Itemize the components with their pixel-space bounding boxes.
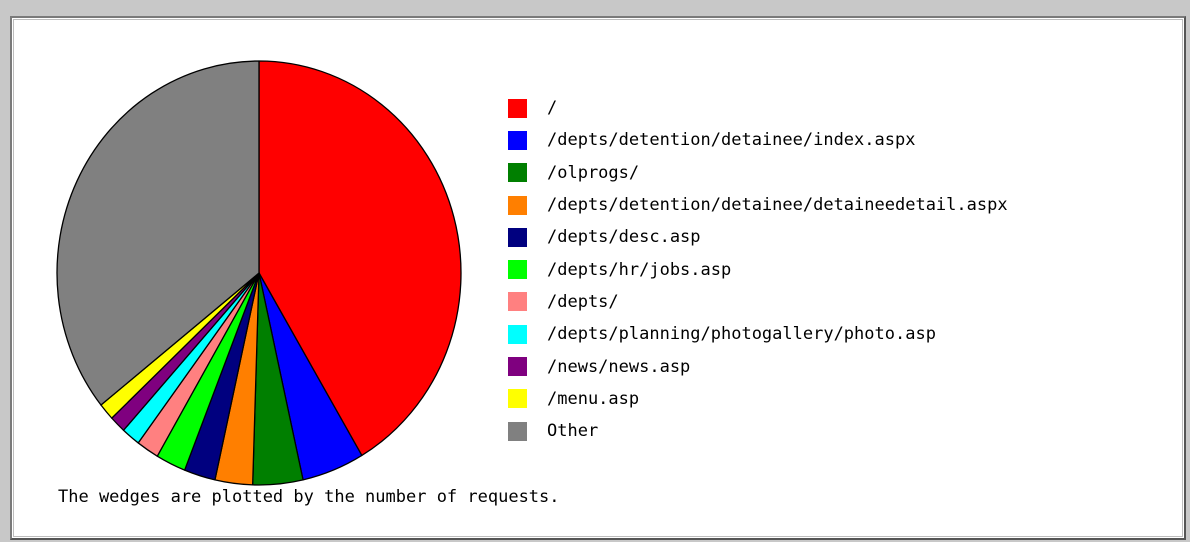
legend-swatch [508,98,527,118]
legend-label: /depts/detention/detainee/index.aspx [547,130,916,151]
legend-label: /menu.asp [547,388,640,409]
legend-item: /depts/ [508,286,1008,318]
chart-panel-inner: / /depts/detention/detainee/index.aspx/ol… [13,19,1183,537]
legend-swatch [508,389,527,409]
legend-label: /depts/hr/jobs.asp [547,259,732,280]
legend-label: /depts/ [547,291,619,312]
legend-label: /news/news.asp [547,356,691,377]
legend-item: /depts/desc.asp [508,221,1008,253]
legend-item: /menu.asp [508,383,1008,415]
pie-chart [56,60,462,486]
pie-slice [258,60,462,457]
legend-swatch [508,324,527,344]
legend-swatch [508,421,527,441]
legend-swatch [508,130,527,150]
chart-caption: The wedges are plotted by the number of … [58,487,560,507]
legend-label: / [547,98,558,119]
legend-item: /depts/hr/jobs.asp [508,253,1008,285]
legend-item: /depts/planning/photogallery/photo.asp [508,318,1008,350]
legend-swatch [508,195,527,215]
legend-item: /depts/detention/detainee/index.aspx [508,124,1008,156]
chart-panel: / /depts/detention/detainee/index.aspx/ol… [10,16,1186,540]
legend: / /depts/detention/detainee/index.aspx/ol… [508,92,1008,447]
legend-label: /depts/planning/photogallery/photo.asp [547,324,936,345]
legend-label: /olprogs/ [547,162,640,183]
legend-item: / [508,92,1008,124]
legend-swatch [508,292,527,312]
legend-item: Other [508,415,1008,447]
legend-swatch [508,357,527,377]
legend-label: /depts/detention/detainee/detaineedetail… [547,195,1008,216]
legend-label: Other [547,421,599,442]
legend-item: /news/news.asp [508,350,1008,382]
legend-label: /depts/desc.asp [547,227,701,248]
legend-swatch [508,163,527,183]
legend-swatch [508,227,527,247]
legend-swatch [508,260,527,280]
legend-item: /depts/detention/detainee/detaineedetail… [508,189,1008,221]
pie-slice [56,60,260,406]
legend-item: /olprogs/ [508,157,1008,189]
